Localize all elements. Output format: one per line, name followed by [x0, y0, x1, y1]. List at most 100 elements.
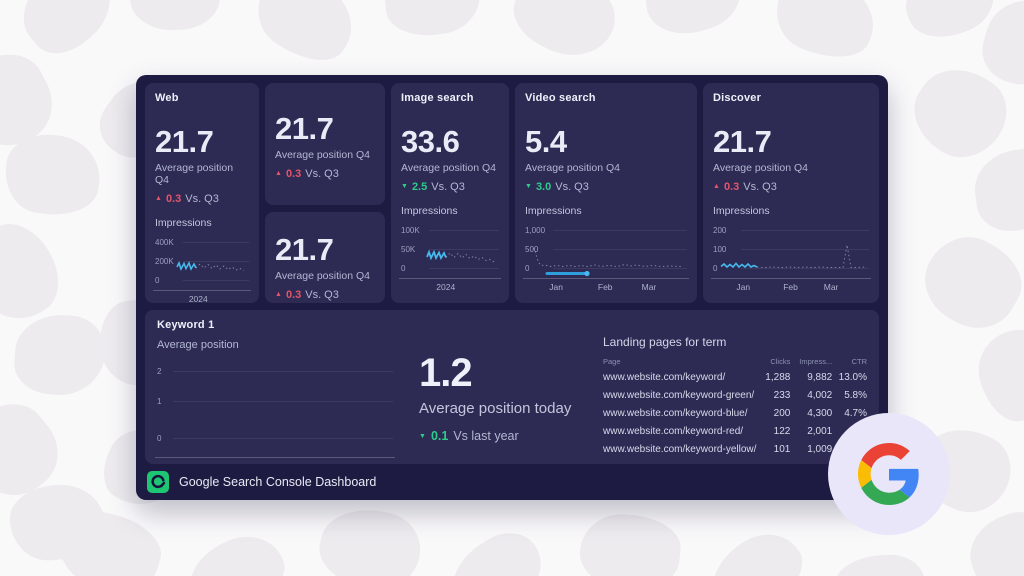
- delta-value: 3.0: [535, 180, 552, 193]
- delta-suffix: Vs. Q3: [743, 180, 777, 193]
- ctr-value: 5.8%: [844, 389, 867, 401]
- dashboard-title: Google Search Console Dashboard: [179, 475, 377, 489]
- landing-pages-block: Landing pages for term Page Clicks Impre…: [599, 319, 867, 455]
- impressions-label: Impressions: [401, 204, 458, 217]
- keyword-stat-value: 1.2: [419, 351, 473, 395]
- card-discover[interactable]: Discover 21.7 Average position Q4 ▲ 0.3 …: [703, 83, 879, 303]
- table-row[interactable]: www.website.com/keyword-yellow/ 101 1,00…: [603, 440, 867, 458]
- delta-value: 0.1: [430, 429, 449, 443]
- metric-value: 21.7: [275, 232, 334, 267]
- metric-value: 21.7: [275, 111, 334, 146]
- background-blob: [637, 0, 748, 44]
- y-tick: 0: [401, 263, 406, 273]
- x-tick: Mar: [823, 281, 839, 292]
- keyword-sparkline: [157, 458, 393, 464]
- delta-up-icon: ▲: [155, 195, 162, 203]
- delta-value: 0.3: [723, 180, 740, 193]
- background-blob: [179, 522, 296, 576]
- impressions-label: Impressions: [713, 204, 770, 217]
- y-tick: 50K: [401, 244, 416, 254]
- page-url[interactable]: www.website.com/keyword-green/: [603, 389, 755, 401]
- delta-down-icon: ▼: [419, 432, 426, 440]
- page-url[interactable]: www.website.com/keyword/: [603, 371, 726, 383]
- table-row[interactable]: www.website.com/keyword-green/ 233 4,002…: [603, 386, 867, 404]
- metric-label: Average position Q4: [713, 161, 808, 174]
- metric-label: Average position Q4: [275, 148, 370, 161]
- card-keyword[interactable]: Keyword 1 Average position 2 1 0 Nov Dec…: [145, 310, 879, 464]
- background-blob: [970, 321, 1024, 429]
- metric-value: 33.6: [401, 124, 460, 159]
- page-url[interactable]: www.website.com/keyword-yellow/: [603, 443, 757, 455]
- x-tick: Jan: [549, 281, 564, 292]
- discover-impressions-chart: 200 100 0 Jan Feb Mar: [711, 221, 871, 295]
- keyword-stat-label: Average position today: [419, 400, 572, 417]
- delta: ▲ 0.3 Vs. Q3: [275, 289, 375, 301]
- ctr-value: 13.0%: [838, 371, 867, 383]
- y-tick: 200K: [155, 256, 174, 266]
- background-blob: [764, 0, 886, 71]
- card-average-position-top[interactable]: 21.7 Average position Q4 ▲ 0.3 Vs. Q3: [265, 83, 385, 205]
- metric-value: 21.7: [713, 124, 772, 159]
- keyword-chart-label: Average position: [157, 339, 239, 351]
- impressions-label: Impressions: [155, 216, 212, 229]
- delta-value: 0.3: [165, 192, 182, 205]
- google-badge: [828, 413, 950, 535]
- table-row[interactable]: www.website.com/keyword-blue/ 200 4,300 …: [603, 404, 867, 422]
- panel-footer: Google Search Console Dashboard: [145, 464, 879, 500]
- image-search-impressions-chart: 100K 50K 0 2024: [399, 221, 501, 295]
- delta: ▲ 0.3 Vs. Q3: [713, 181, 869, 193]
- y-tick: 1: [157, 397, 162, 406]
- y-tick: 0: [713, 263, 718, 273]
- x-tick: Feb: [597, 281, 613, 292]
- card-web[interactable]: Web 21.7 Average position Q4 ▲ 0.3 Vs. Q…: [145, 83, 259, 303]
- impressions-value: 2,001: [807, 425, 833, 437]
- table-row[interactable]: www.website.com/keyword-red/ 122 2,001: [603, 422, 867, 440]
- card-average-position-bottom[interactable]: 21.7 Average position Q4 ▲ 0.3 Vs. Q3: [265, 212, 385, 303]
- impressions-value: 1,009: [807, 443, 833, 455]
- dashboard-panel: Web 21.7 Average position Q4 ▲ 0.3 Vs. Q…: [136, 75, 888, 500]
- table-row[interactable]: www.website.com/keyword/ 1,288 9,882 13.…: [603, 368, 867, 386]
- google-g-icon: [858, 443, 919, 505]
- page-url[interactable]: www.website.com/keyword-red/: [603, 425, 744, 437]
- background-blob: [313, 501, 427, 576]
- metric-label: Average position Q4: [401, 161, 496, 174]
- background-blob: [576, 510, 684, 576]
- column-header-clicks[interactable]: Clicks: [770, 357, 791, 366]
- page-url[interactable]: www.website.com/keyword-blue/: [603, 407, 748, 419]
- card-video-search[interactable]: Video search 5.4 Average position Q4 ▼ 3…: [515, 83, 697, 303]
- keyword-title: Keyword 1: [157, 319, 215, 331]
- card-title: Web: [155, 92, 179, 104]
- column-header-ctr[interactable]: CTR: [851, 357, 867, 366]
- metric-cards-row: Web 21.7 Average position Q4 ▲ 0.3 Vs. Q…: [145, 83, 879, 303]
- delta: ▲ 0.3 Vs. Q3: [275, 168, 375, 180]
- clicks-value: 101: [773, 443, 791, 455]
- impressions-value: 4,300: [807, 407, 833, 419]
- delta-suffix: Vs. Q3: [431, 180, 465, 193]
- metric-label: Average position Q4: [275, 269, 370, 282]
- x-tick: 2024: [188, 293, 208, 303]
- keyword-stat-delta: ▼ 0.1 Vs last year: [419, 429, 599, 443]
- background-blob: [380, 0, 485, 42]
- column-header-page[interactable]: Page: [603, 357, 621, 366]
- delta-suffix: Vs. Q3: [555, 180, 589, 193]
- video-search-impressions-chart: 1,000 500 0 Jan Feb Mar: [523, 221, 689, 295]
- y-tick: 0: [155, 275, 160, 285]
- y-tick: 400K: [155, 237, 174, 247]
- y-tick: 0: [157, 434, 162, 443]
- delta: ▲ 0.3 Vs. Q3: [155, 193, 249, 205]
- table-header-row: Page Clicks Impress... CTR: [603, 355, 867, 368]
- keyword-chart-block: Keyword 1 Average position 2 1 0 Nov Dec…: [155, 319, 409, 458]
- impressions-value: 9,882: [807, 371, 833, 383]
- y-tick: 500: [525, 244, 539, 254]
- card-title: Video search: [525, 92, 596, 104]
- background-blob: [128, 0, 222, 33]
- y-tick: 100: [713, 244, 727, 254]
- background-blob: [438, 520, 557, 576]
- delta: ▼ 3.0 Vs. Q3: [525, 181, 687, 193]
- background-blob: [502, 0, 628, 72]
- landing-pages-table: Page Clicks Impress... CTR www.website.c…: [603, 355, 867, 458]
- card-image-search[interactable]: Image search 33.6 Average position Q4 ▼ …: [391, 83, 509, 303]
- card-title: Discover: [713, 92, 762, 104]
- column-header-impressions[interactable]: Impress...: [799, 357, 833, 366]
- delta-up-icon: ▲: [275, 170, 282, 178]
